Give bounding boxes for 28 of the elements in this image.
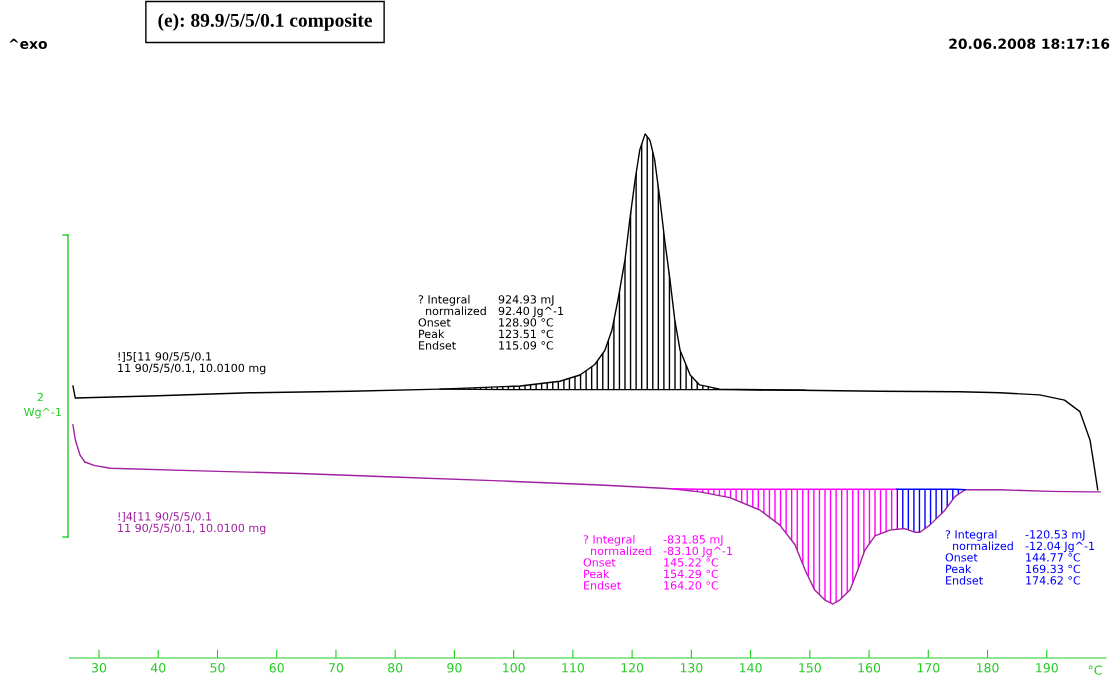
x-tick-label: 90: [447, 663, 462, 673]
text: ? Integral -120.53 mJ normalized -12.04 Jg^-1 Onset 144.77 °C Peak 169.33 °C Endset 174.62 °C: [945, 530, 1095, 585]
x-tick-label: 100: [503, 663, 525, 673]
x-tick-label: 120: [621, 663, 644, 673]
x-tick-label: 50: [210, 663, 225, 673]
x-axis-title: °C: [1088, 665, 1102, 675]
text: ? Integral 924.93 mJ normalized 92.40 Jg^-1 Onset 128.90 °C Peak 123.51 °C Endset 115.09 °C: [418, 295, 564, 350]
x-tick-label: 140: [740, 663, 762, 673]
chart-title: (e): 89.9/5/5/0.1 composite: [158, 13, 372, 31]
series-label: !]5[11 90/5/5/0.1 11 90/5/5/0.1, 10.0100 mg: [118, 352, 266, 375]
text: !]4[11 90/5/5/0.1 11 90/5/5/0.1, 10.0100 mg: [118, 512, 266, 535]
x-tick-label: 170: [917, 663, 940, 673]
text: ? Integral -831.85 mJ normalized -83.10 Jg^-1 Onset 145.22 °C Peak 154.29 °C Endset 164.20 °C: [583, 535, 733, 590]
x-tick-label: 30: [92, 663, 107, 673]
x-tick-label: 190: [1036, 663, 1058, 673]
x-tick-label: 80: [388, 663, 403, 673]
x-tick-label: 180: [976, 663, 999, 673]
text: ^exo: [9, 38, 47, 50]
text: 20.06.2008 18:17:16: [949, 38, 1110, 50]
text: 2: [37, 392, 43, 402]
x-tick-label: 110: [562, 663, 584, 673]
x-tick-label: 130: [680, 663, 703, 673]
text: Wg^-1: [23, 407, 61, 419]
x-tick-label: 60: [269, 663, 284, 673]
x-tick-label: 40: [150, 663, 166, 673]
x-tick-label: 70: [329, 663, 344, 673]
x-tick-label: 150: [799, 663, 821, 673]
x-tick-label: 160: [858, 663, 881, 673]
